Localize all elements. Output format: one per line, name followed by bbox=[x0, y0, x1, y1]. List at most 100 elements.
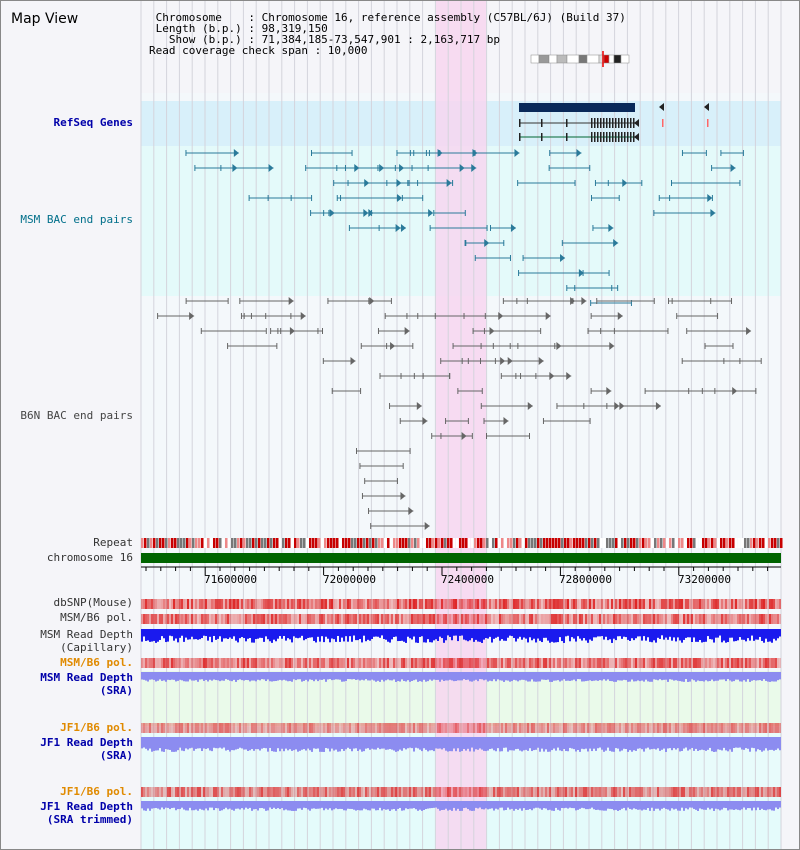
jf1-b6-pol-2-heat bbox=[633, 787, 635, 797]
msm-b6-pol-heat bbox=[311, 614, 313, 624]
msm-b6-pol-sra-heat bbox=[175, 658, 177, 668]
dbsnp-heat bbox=[245, 599, 247, 609]
dbsnp-heat bbox=[281, 599, 283, 609]
msm-b6-pol-heat bbox=[625, 614, 627, 624]
msm-depth-capillary-bar bbox=[573, 629, 575, 639]
jf1-b6-pol-heat bbox=[767, 723, 769, 733]
msm-depth-capillary-bar bbox=[663, 629, 665, 640]
jf1-b6-pol-heat bbox=[637, 723, 639, 733]
repeat-segment bbox=[465, 538, 468, 548]
jf1-depth-sra-bar bbox=[439, 737, 441, 749]
msm-depth-sra-bar bbox=[661, 672, 663, 681]
dbsnp-heat bbox=[473, 599, 475, 609]
msm-depth-sra-bar bbox=[221, 672, 223, 681]
repeat-segment bbox=[288, 538, 291, 548]
jf1-depth-trimmed-bar bbox=[567, 801, 569, 809]
msm-b6-pol-sra-heat bbox=[765, 658, 767, 668]
jf1-depth-sra-bar bbox=[767, 737, 769, 751]
jf1-depth-trimmed-bar bbox=[443, 801, 445, 810]
msm-depth-sra-bar bbox=[653, 672, 655, 680]
jf1-b6-pol-2-heat bbox=[325, 787, 327, 797]
strand-arrow bbox=[659, 103, 664, 111]
repeat-segment bbox=[159, 538, 162, 548]
msm-depth-sra-bar bbox=[489, 672, 491, 681]
msm-depth-sra-bar bbox=[211, 672, 213, 681]
jf1-depth-sra-bar bbox=[325, 737, 327, 749]
jf1-depth-trimmed-bar bbox=[455, 801, 457, 811]
dbsnp-heat bbox=[381, 599, 383, 609]
msm-b6-pol-sra-heat bbox=[331, 658, 333, 668]
b6n-bac-label[interactable]: B6N BAC end pairs bbox=[20, 409, 133, 422]
ideogram-band bbox=[556, 54, 568, 64]
jf1-depth-sra-bar bbox=[147, 737, 149, 751]
msm-b6-pol-heat bbox=[279, 614, 281, 624]
msm-depth-sra-bar bbox=[371, 672, 373, 680]
repeat-segment bbox=[141, 538, 144, 548]
jf1-b6-pol-2-heat bbox=[215, 787, 217, 797]
jf1-depth-sra-bar bbox=[409, 737, 411, 748]
msm-depth-capillary-bar bbox=[255, 629, 257, 640]
jf1-depth-trimmed-bar bbox=[543, 801, 545, 809]
msm-depth-capillary-bar bbox=[323, 629, 325, 643]
msm-depth-sra-bar bbox=[323, 672, 325, 680]
msm-b6-pol-sra-heat bbox=[349, 658, 351, 668]
msm-depth-capillary-bar bbox=[769, 629, 771, 642]
msm-b6-pol-heat bbox=[429, 614, 431, 624]
msm-depth-capillary-bar bbox=[631, 629, 633, 639]
jf1-depth-sra-bar bbox=[773, 737, 775, 751]
jf1-depth-sra-bar bbox=[577, 737, 579, 751]
jf1-depth-trimmed-bar bbox=[397, 801, 399, 809]
msm-depth-sra-bar bbox=[165, 672, 167, 682]
dbsnp-heat bbox=[319, 599, 321, 609]
dbsnp-heat bbox=[541, 599, 543, 609]
jf1-b6-pol-2-heat bbox=[719, 787, 721, 797]
repeat-segment bbox=[147, 538, 150, 548]
dbsnp-heat bbox=[249, 599, 251, 609]
msm-b6-pol-sra-heat bbox=[773, 658, 775, 668]
jf1-depth-trimmed-bar bbox=[495, 801, 497, 809]
msm-b6-pol-sra-heat bbox=[239, 658, 241, 668]
dbsnp-heat bbox=[587, 599, 589, 609]
refseq-genes-label[interactable]: RefSeq Genes bbox=[53, 116, 133, 129]
jf1-b6-pol-heat bbox=[595, 723, 597, 733]
jf1-depth-trimmed-bar bbox=[315, 801, 317, 809]
repeat-segment bbox=[303, 538, 306, 548]
jf1-b6-pol-2-heat bbox=[237, 787, 239, 797]
jf1-depth-trimmed-bar bbox=[551, 801, 553, 811]
msm-depth-sra-bar bbox=[687, 672, 689, 682]
msm-depth-capillary-bar bbox=[491, 629, 493, 643]
msm-b6-pol-heat bbox=[595, 614, 597, 624]
dbsnp-heat bbox=[257, 599, 259, 609]
b6n-bac-pair bbox=[404, 327, 410, 335]
jf1-b6-pol-heat bbox=[339, 723, 341, 733]
msm-b6-pol-heat bbox=[593, 614, 595, 624]
jf1-depth-sra-bar bbox=[635, 737, 637, 751]
msm-depth-sra-bar bbox=[559, 672, 561, 682]
jf1-depth-sra-bar bbox=[751, 737, 753, 748]
msm-bac-label[interactable]: MSM BAC end pairs bbox=[20, 213, 133, 226]
jf1-b6-pol-heat bbox=[667, 723, 669, 733]
msm-bac-pair bbox=[484, 239, 490, 247]
jf1-b6-pol-2-heat bbox=[219, 787, 221, 797]
jf1-b6-pol-2-heat bbox=[761, 787, 763, 797]
msm-bac-pair bbox=[368, 209, 374, 217]
jf1-b6-pol-heat bbox=[571, 723, 573, 733]
msm-depth-capillary-bar bbox=[653, 629, 655, 641]
dbsnp-heat bbox=[671, 599, 673, 609]
jf1-b6-pol-heat bbox=[277, 723, 279, 733]
jf1-b6-pol-2-heat bbox=[573, 787, 575, 797]
msm-b6-pol-heat bbox=[535, 614, 537, 624]
repeat-segment bbox=[459, 538, 462, 548]
jf1-b6-pol-2-heat bbox=[671, 787, 673, 797]
jf1-depth-trimmed-bar bbox=[535, 801, 537, 808]
msm-depth-capillary-bar bbox=[291, 629, 293, 643]
msm-b6-pol-heat bbox=[179, 614, 181, 624]
jf1-depth-trimmed-bar bbox=[349, 801, 351, 809]
jf1-b6-pol-2-heat bbox=[415, 787, 417, 797]
msm-depth-sra-bar bbox=[775, 672, 777, 682]
msm-b6-pol-sra-heat bbox=[325, 658, 327, 668]
msm-depth-capillary-bar bbox=[303, 629, 305, 641]
repeat-segment bbox=[594, 538, 597, 548]
jf1-b6-pol-heat bbox=[407, 723, 409, 733]
